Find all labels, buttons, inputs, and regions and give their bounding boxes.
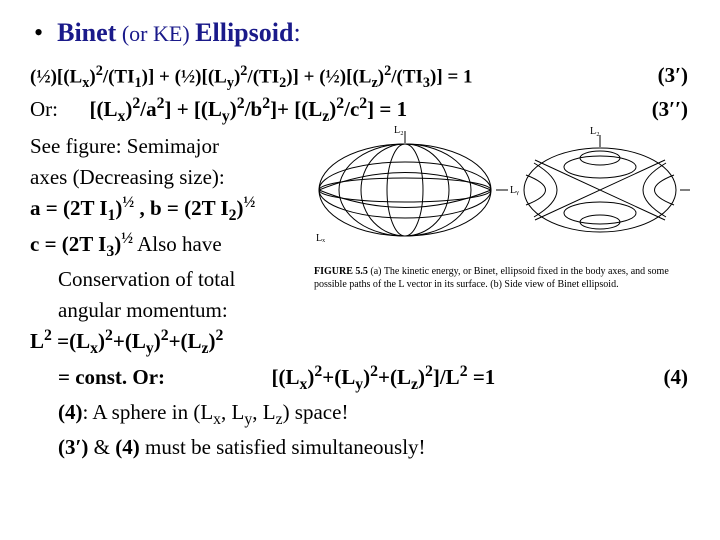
semimajor-1: See figure: Semimajor	[30, 131, 300, 161]
figure-caption: FIGURE 5.5 (a) The kinetic energy, or Bi…	[314, 266, 694, 291]
slide-body: (½)[(Lx)2/(TI1)] + (½)[(Ly)2/(TI2)] + (½…	[30, 60, 696, 463]
cons-1: Conservation of total	[30, 264, 300, 294]
slide-title-row: • Binet (or KE) Ellipsoid:	[34, 18, 696, 48]
eq3pp-text: Or: [(Lx)2/a2] + [(Ly)2/b2]+ [(Lz)2/c2] …	[30, 93, 407, 129]
axis-label-Lz: L₂	[394, 125, 404, 136]
eq3pp-label: (3′′)	[652, 94, 696, 124]
equation-3prime: (½)[(Lx)2/(TI1)] + (½)[(Ly)2/(TI2)] + (½…	[30, 60, 696, 93]
semimajor-2: axes (Decreasing size):	[30, 162, 300, 192]
cons-2: angular momentum:	[30, 295, 300, 325]
title-bullet: •	[34, 20, 43, 46]
left-text-column: See figure: Semimajor axes (Decreasing s…	[30, 131, 300, 361]
binet-ellipsoid-figure: L₂ Lᵧ Lₓ	[310, 125, 690, 260]
body-row: See figure: Semimajor axes (Decreasing s…	[30, 131, 696, 361]
figure-column: L₂ Lᵧ Lₓ	[310, 125, 696, 291]
tail-line-2: (3′) & (4) must be satisfied simultaneou…	[30, 432, 696, 462]
eq4-left: = const. Or: [(Lx)2+(Ly)2+(Lz)2]/L2 =1	[58, 361, 495, 397]
axes-c: c = (2T I3)½ Also have	[30, 228, 300, 264]
eq3p-text: (½)[(Lx)2/(TI1)] + (½)[(Ly)2/(TI2)] + (½…	[30, 61, 473, 94]
axes-ab: a = (2T I1)½ , b = (2T I2)½	[30, 192, 300, 228]
axis-label-Lz-b: L₂	[590, 126, 600, 137]
axis-label-Ly: Lᵧ	[510, 185, 519, 196]
equation-3pp: Or: [(Lx)2/a2] + [(Ly)2/b2]+ [(Lz)2/c2] …	[30, 93, 696, 129]
tail-line-1: (4): A sphere in (Lx, Ly, Lz) space!	[30, 397, 696, 432]
eq3p-label: (3′)	[658, 60, 696, 90]
eq4-label: (4)	[664, 362, 697, 392]
L2-def: L2 =(Lx)2+(Ly)2+(Lz)2	[30, 325, 300, 361]
axis-label-Lx: Lₓ	[316, 233, 325, 244]
equation-4-row: = const. Or: [(Lx)2+(Ly)2+(Lz)2]/L2 =1 (…	[30, 361, 696, 397]
slide-title: Binet (or KE) Ellipsoid:	[57, 18, 301, 48]
